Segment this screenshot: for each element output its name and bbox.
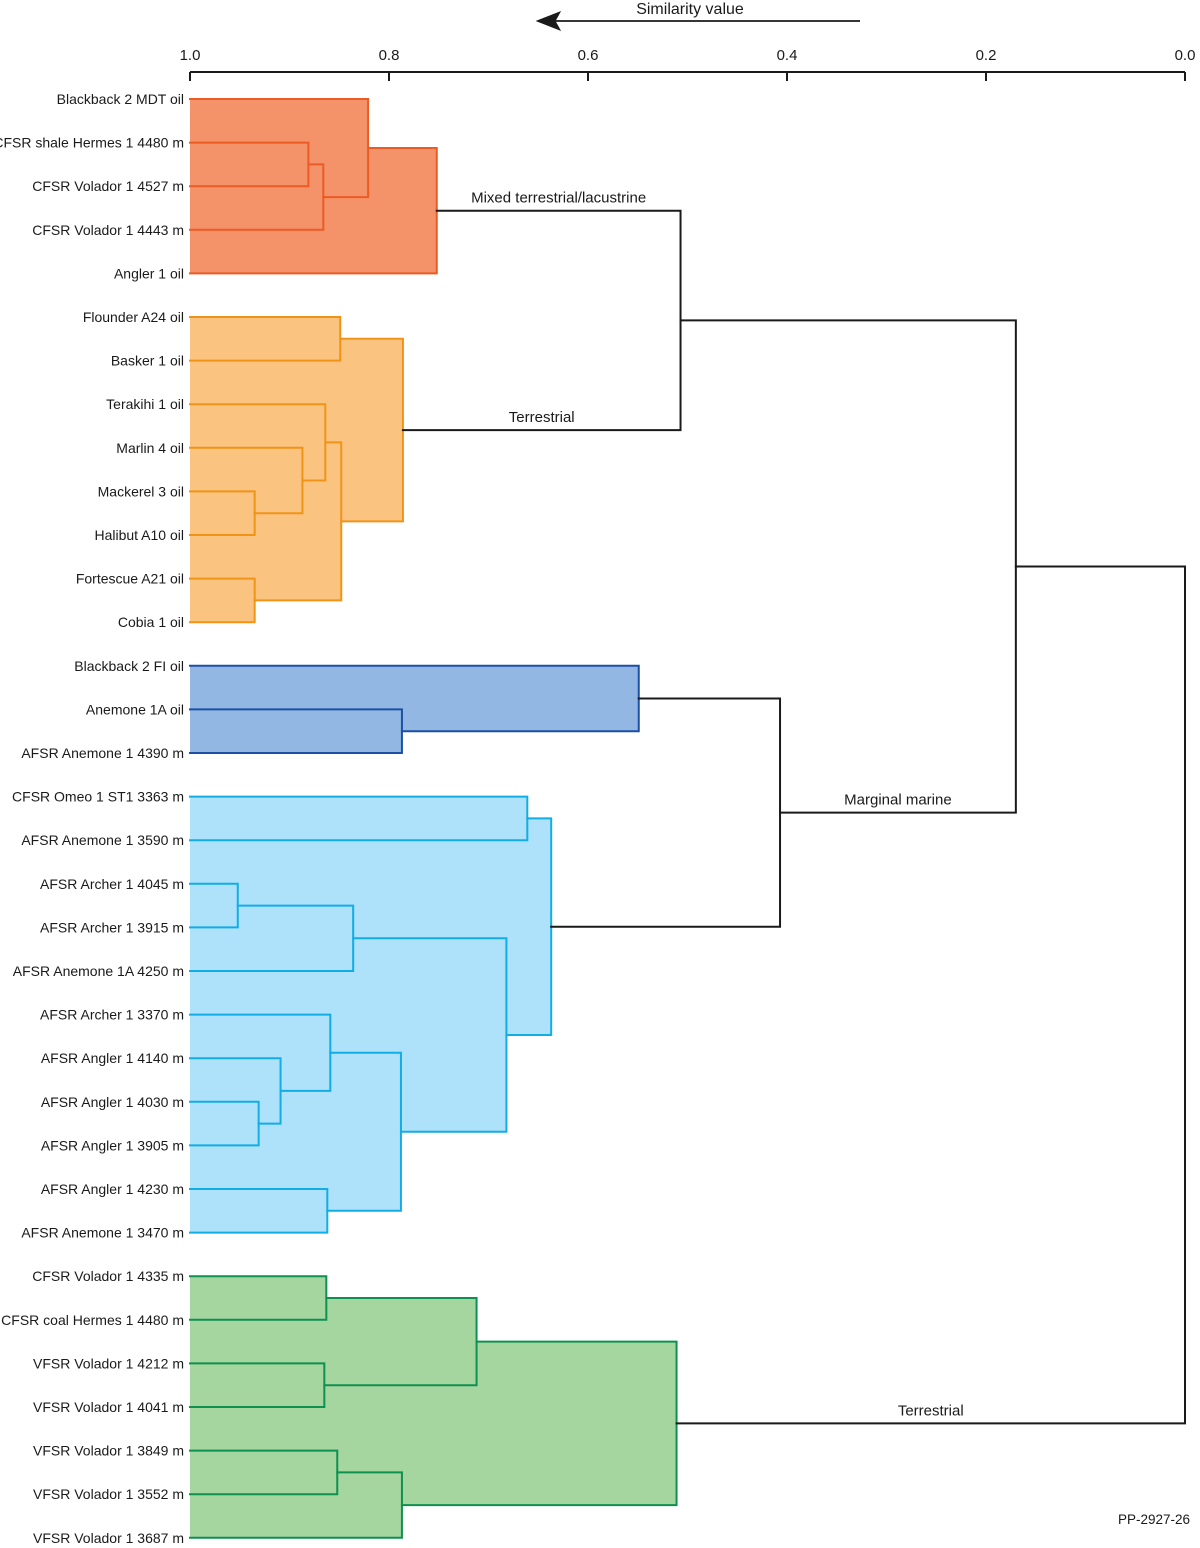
similarity-arrow-head-icon [535,11,562,31]
leaf-label: CFSR Volador 1 4527 m [32,178,184,194]
axis-tick-label: 0.2 [976,47,997,64]
leaf-label: Basker 1 oil [111,353,184,369]
leaf-label: Flounder A24 oil [83,309,184,325]
leaf-label: Mackerel 3 oil [98,483,184,499]
tree-link [675,565,1186,1425]
cluster-fill-marine_rocks [190,818,552,1036]
leaf-label: CFSR shale Hermes 1 4480 m [0,135,184,151]
leaf-label: CFSR coal Hermes 1 4480 m [1,1312,184,1328]
tree-link [550,697,782,928]
leaf-label: CFSR Omeo 1 ST1 3363 m [12,789,184,805]
axis-tick-label: 0.8 [379,47,400,64]
leaf-label: Fortescue A21 oil [76,571,184,587]
figure-number: PP-2927-26 [1117,1512,1190,1527]
leaf-label: CFSR Volador 1 4443 m [32,222,184,238]
leaf-label: AFSR Angler 1 4140 m [41,1050,184,1066]
leaf-label: Blackback 2 MDT oil [57,91,184,107]
chart-title: Similarity value [636,1,744,18]
leaf-label: Blackback 2 FI oil [74,658,184,674]
group-label: Terrestrial [898,1402,964,1419]
axis-tick-label: 1.0 [180,47,201,64]
leaf-label: AFSR Angler 1 4230 m [41,1181,184,1197]
leaf-label: Cobia 1 oil [118,614,184,630]
leaf-label: AFSR Archer 1 3915 m [40,919,184,935]
leaf-label: AFSR Anemone 1 3470 m [21,1225,184,1241]
leaf-label: AFSR Archer 1 3370 m [40,1007,184,1023]
leaf-label: Terakihi 1 oil [106,396,184,412]
axis-tick-label: 0.6 [578,47,599,64]
leaf-label: AFSR Anemone 1 4390 m [21,745,184,761]
leaf-label: AFSR Angler 1 4030 m [41,1094,184,1110]
leaf-label: VFSR Volador 1 3687 m [33,1530,184,1546]
leaf-label: Marlin 4 oil [116,440,184,456]
group-label: Mixed terrestrial/lacustrine [471,190,646,207]
group-label: Marginal marine [844,792,952,809]
leaf-label: VFSR Volador 1 4212 m [33,1355,184,1371]
leaf-label: AFSR Anemone 1 3590 m [21,832,184,848]
leaf-label: AFSR Archer 1 4045 m [40,876,184,892]
cluster-fill-marine_oils [190,665,639,732]
cluster-fill-terrestrial_rocks [190,1341,677,1506]
leaf-label: Angler 1 oil [114,265,184,281]
leaf-label: VFSR Volador 1 3849 m [33,1443,184,1459]
tree-link [401,209,682,432]
axis-tick-label: 0.4 [777,47,798,64]
leaf-label: Anemone 1A oil [86,701,184,717]
leaf-label: VFSR Volador 1 4041 m [33,1399,184,1415]
leaf-label: AFSR Angler 1 3905 m [41,1137,184,1153]
axis-tick-label: 0.0 [1175,47,1196,64]
leaf-label: VFSR Volador 1 3552 m [33,1486,184,1502]
leaf-label: AFSR Anemone 1A 4250 m [13,963,184,979]
leaf-label: CFSR Volador 1 4335 m [32,1268,184,1284]
cluster-fill-mixed [190,148,437,274]
group-label: Terrestrial [509,409,575,426]
cluster-fill-terrestrial_oils [190,338,403,522]
tree-link [679,319,1017,814]
leaf-label: Halibut A10 oil [94,527,184,543]
